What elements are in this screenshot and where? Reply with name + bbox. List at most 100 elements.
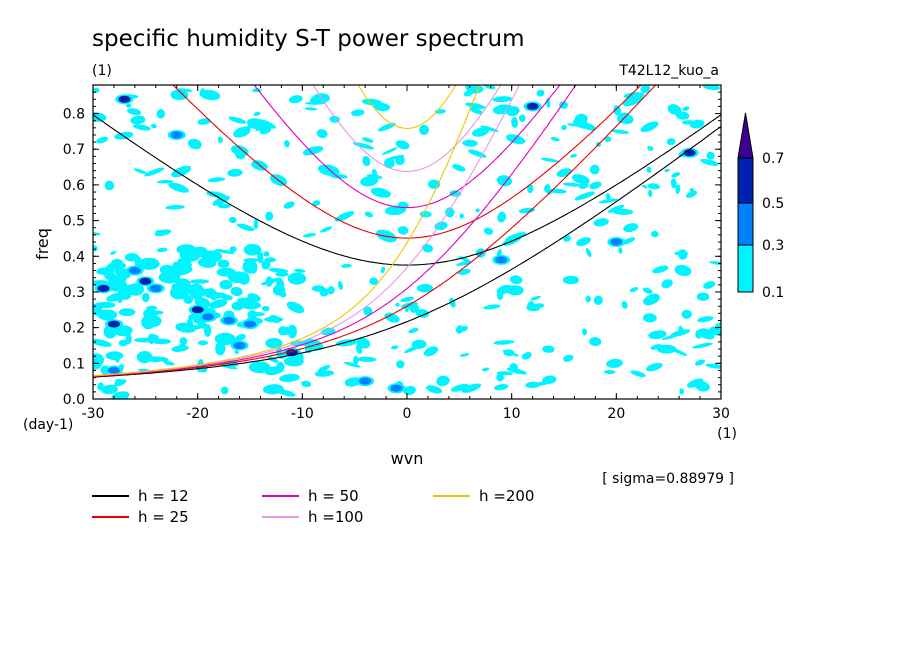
field-speckle xyxy=(706,151,715,160)
y-tick-label: 0.2 xyxy=(63,321,85,337)
x-unit-label: (1) xyxy=(717,426,737,442)
field-speckle xyxy=(312,200,321,207)
field-speckle xyxy=(199,299,209,306)
field-speckle xyxy=(697,316,714,323)
field-speckle xyxy=(243,244,262,256)
field-speckle xyxy=(503,349,515,357)
y-tick-label: 0.1 xyxy=(63,356,85,372)
field-speckle xyxy=(461,383,482,393)
field-speckle xyxy=(279,373,300,383)
field-speckle xyxy=(483,227,494,235)
field-speckle xyxy=(426,385,443,394)
field-speckle xyxy=(229,246,237,253)
legend-label: h = 12 xyxy=(138,487,189,505)
field-speckle xyxy=(217,259,230,268)
dispersion-curve-h25 xyxy=(93,85,657,378)
field-speckle xyxy=(647,145,654,151)
field-speckle xyxy=(544,184,551,193)
x-tick-label: -20 xyxy=(186,406,209,422)
dispersion-curve-h50 xyxy=(93,85,577,377)
field-speckle xyxy=(563,354,574,362)
field-speckle xyxy=(261,305,270,312)
field-speckle xyxy=(629,287,639,293)
field-speckle xyxy=(340,263,352,268)
field-speckle xyxy=(247,312,265,317)
field-speckle xyxy=(700,328,719,337)
field-speckle xyxy=(571,174,590,185)
field-speckle xyxy=(709,261,721,266)
spectral-blob xyxy=(97,284,110,292)
colorbar-label: 0.1 xyxy=(762,285,784,301)
field-speckle xyxy=(189,279,210,284)
field-speckle xyxy=(682,106,690,112)
field-speckle xyxy=(243,258,259,263)
field-speckle xyxy=(156,109,166,119)
colorbar-arrow xyxy=(737,112,754,159)
dispersion-curve-h50 xyxy=(253,85,561,209)
field-speckle xyxy=(705,363,721,369)
field-speckle xyxy=(459,353,470,357)
field-speckle xyxy=(618,113,634,125)
spectral-blob xyxy=(149,284,162,292)
field-speckle xyxy=(562,182,581,187)
field-speckle xyxy=(419,124,430,135)
field-speckle xyxy=(258,119,276,129)
field-speckle xyxy=(509,363,519,371)
field-speckle xyxy=(671,172,681,178)
field-speckle xyxy=(481,367,490,372)
field-speckle xyxy=(108,261,126,270)
legend-label: h = 50 xyxy=(308,487,359,505)
x-tick-label: 0 xyxy=(403,406,412,422)
field-speckle xyxy=(208,299,228,309)
field-speckle xyxy=(648,189,653,198)
field-speckle xyxy=(681,309,692,319)
field-speckle xyxy=(303,233,317,238)
field-speckle xyxy=(113,379,127,387)
field-speckle xyxy=(278,326,288,336)
field-speckle xyxy=(362,156,371,167)
field-speckle xyxy=(610,129,630,134)
field-speckle xyxy=(248,361,271,374)
spectral-blob xyxy=(223,317,236,324)
field-speckle xyxy=(589,164,600,175)
field-speckle xyxy=(265,337,283,349)
field-speckle xyxy=(242,259,258,274)
field-speckle xyxy=(148,310,164,315)
dispersion-curve-h200 xyxy=(93,85,481,377)
field-speckle xyxy=(364,211,374,218)
field-speckle xyxy=(228,216,237,224)
field-speckle xyxy=(272,284,286,296)
field-speckle xyxy=(287,324,297,339)
spectral-blob xyxy=(390,384,403,392)
field-speckle xyxy=(589,181,602,190)
field-speckle xyxy=(303,338,324,351)
y-tick-label: 0.8 xyxy=(63,107,85,123)
field-speckle xyxy=(371,168,378,178)
field-speckle xyxy=(353,355,359,365)
field-speckle xyxy=(284,140,290,148)
y-unit-label: (day-1) xyxy=(23,417,73,433)
field-speckle xyxy=(404,306,409,312)
field-speckle xyxy=(459,213,464,219)
field-speckle xyxy=(357,356,377,363)
field-speckle xyxy=(715,322,721,328)
spectral-blob xyxy=(118,95,131,103)
field-speckle xyxy=(319,287,329,297)
field-speckle xyxy=(480,125,499,133)
field-speckle xyxy=(151,338,171,345)
x-tick-label: -30 xyxy=(82,406,105,422)
field-speckle xyxy=(141,292,150,303)
field-speckle xyxy=(264,316,284,323)
y-tick-label: 0.5 xyxy=(63,214,85,230)
field-speckle xyxy=(253,218,259,230)
field-speckle xyxy=(411,339,427,350)
field-speckle xyxy=(640,85,651,94)
y-tick-label: 0.7 xyxy=(63,142,85,158)
field-speckle xyxy=(395,302,400,307)
field-speckle xyxy=(630,370,646,378)
field-speckle xyxy=(526,304,540,312)
field-speckle xyxy=(678,325,684,335)
field-speckle xyxy=(695,329,702,339)
field-speckle xyxy=(234,350,239,354)
field-speckle xyxy=(130,115,146,125)
